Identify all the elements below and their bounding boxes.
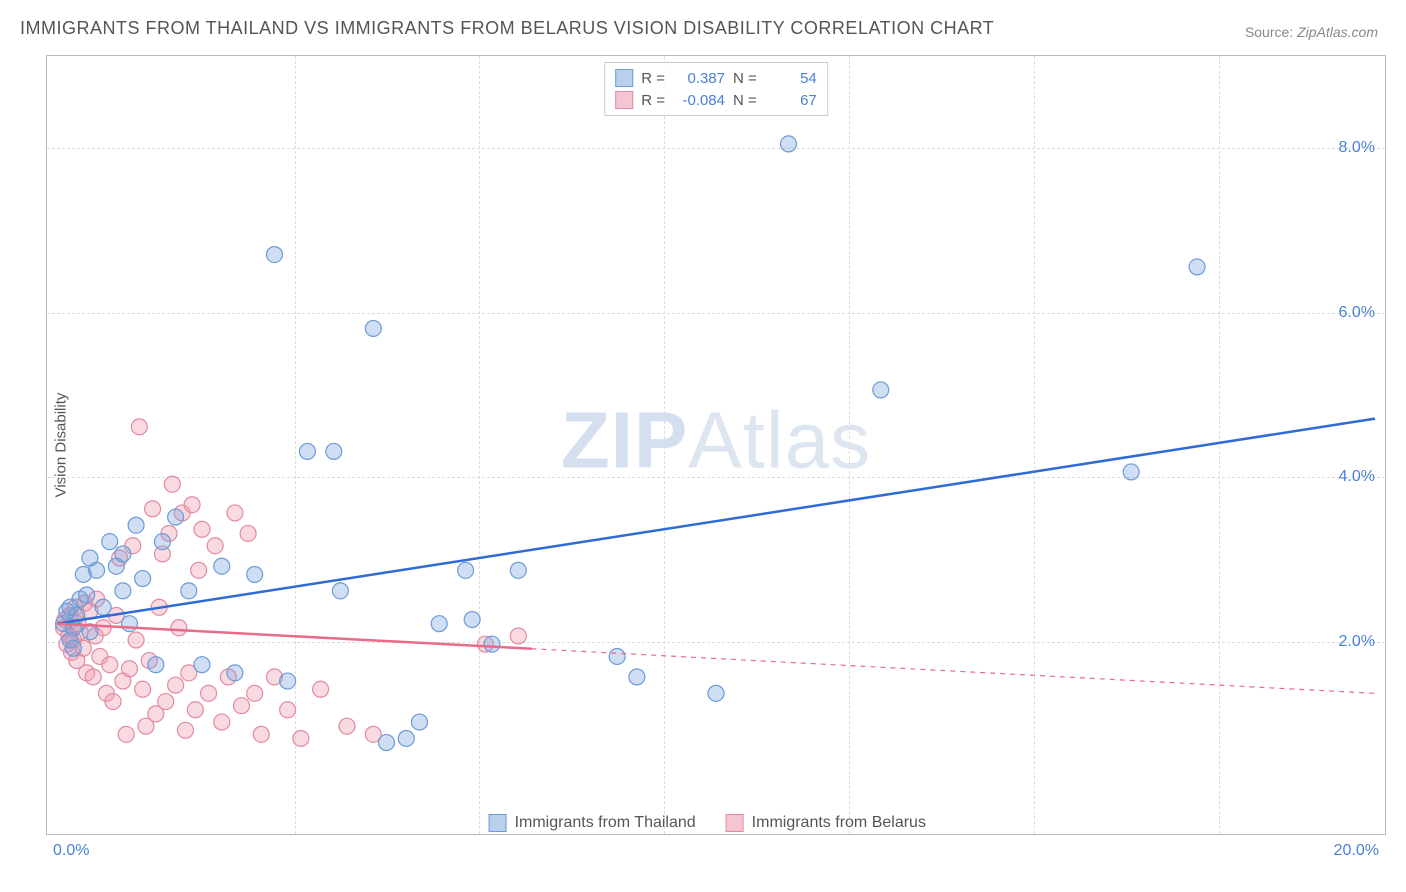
source-label: Source:	[1245, 24, 1293, 40]
r-value-belarus: -0.084	[673, 92, 725, 109]
source-value: ZipAtlas.com	[1297, 24, 1378, 40]
swatch-belarus-b	[726, 814, 744, 832]
legend-row-thailand: R = 0.387 N = 54	[615, 67, 817, 89]
n-label-1: N =	[733, 70, 757, 87]
source-attribution: Source: ZipAtlas.com	[1245, 24, 1378, 40]
series-legend: Immigrants from Thailand Immigrants from…	[489, 814, 926, 832]
r-label-2: R =	[641, 92, 665, 109]
chart-title: IMMIGRANTS FROM THAILAND VS IMMIGRANTS F…	[20, 18, 994, 39]
n-label-2: N =	[733, 92, 757, 109]
legend-item-thailand: Immigrants from Thailand	[489, 814, 696, 832]
n-value-belarus: 67	[765, 92, 817, 109]
correlation-legend: R = 0.387 N = 54 R = -0.084 N = 67	[604, 62, 828, 116]
x-tick-label: 0.0%	[53, 842, 89, 860]
legend-item-belarus: Immigrants from Belarus	[726, 814, 926, 832]
legend-row-belarus: R = -0.084 N = 67	[615, 89, 817, 111]
swatch-belarus	[615, 91, 633, 109]
swatch-thailand	[615, 69, 633, 87]
series-name-belarus: Immigrants from Belarus	[752, 814, 926, 832]
chart-plot-area: Vision Disability ZIPAtlas R = 0.387 N =…	[46, 55, 1386, 835]
x-tick-label: 20.0%	[1334, 842, 1379, 860]
scatter-svg	[47, 56, 1385, 834]
r-value-thailand: 0.387	[673, 70, 725, 87]
series-name-thailand: Immigrants from Thailand	[515, 814, 696, 832]
swatch-thailand-b	[489, 814, 507, 832]
r-label-1: R =	[641, 70, 665, 87]
n-value-thailand: 54	[765, 70, 817, 87]
